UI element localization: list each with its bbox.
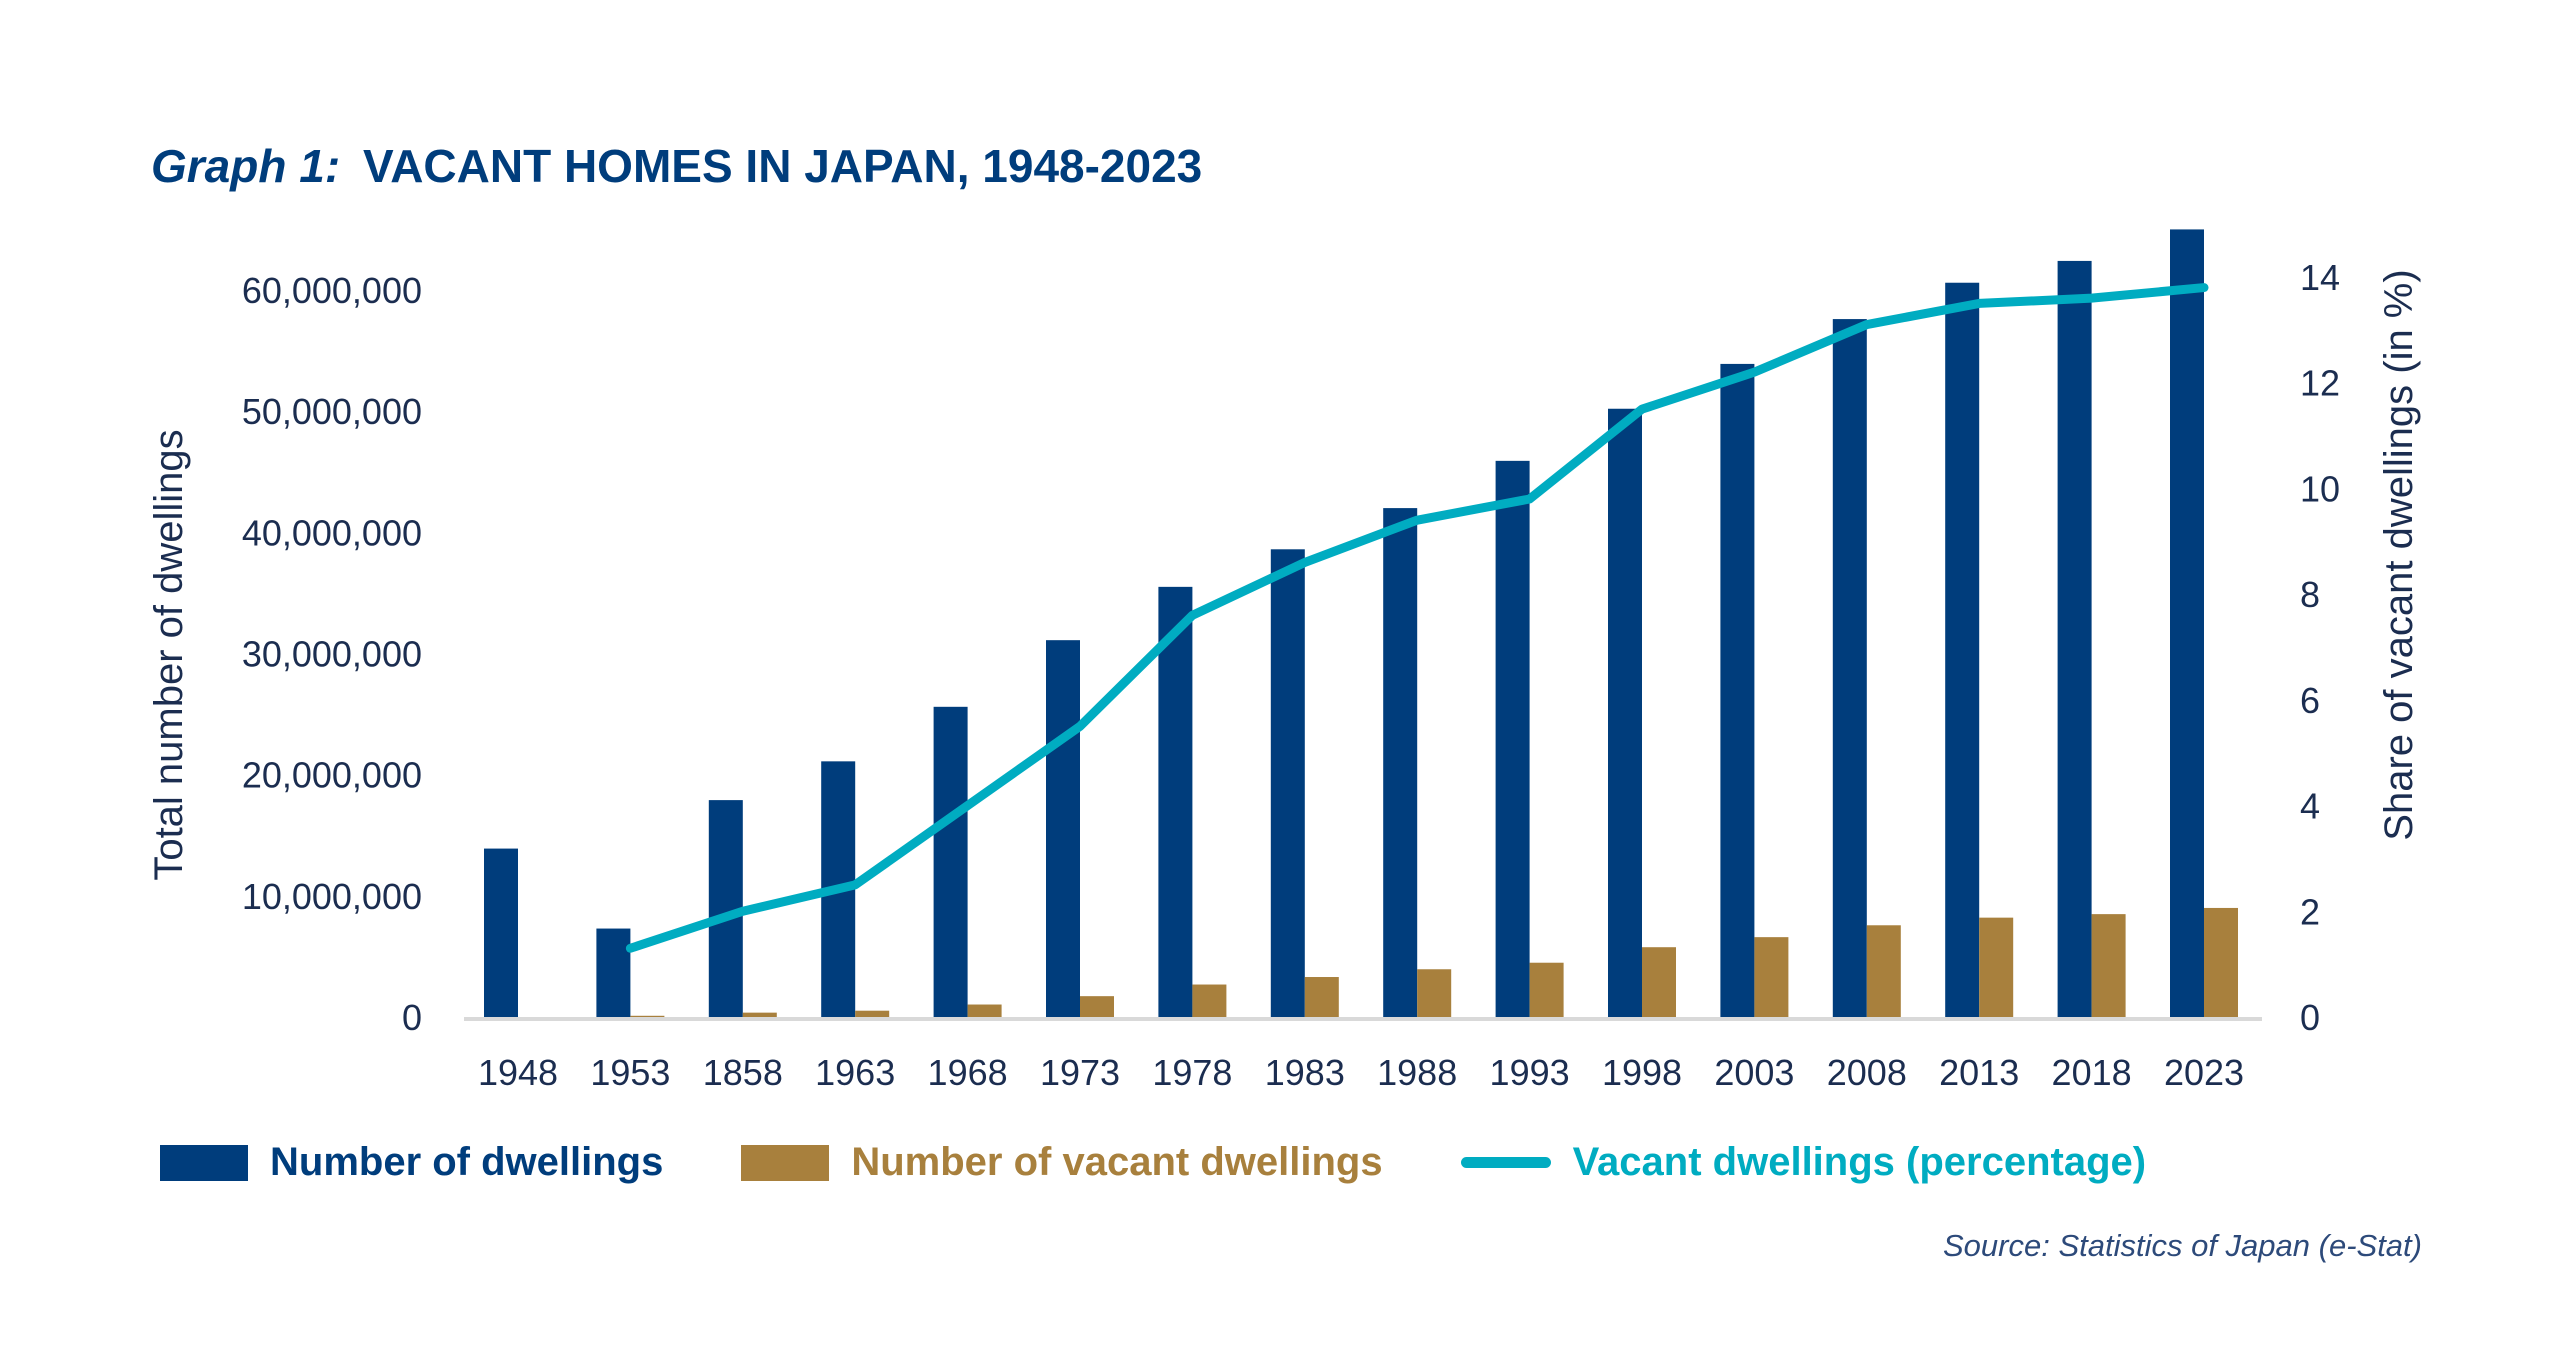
x-tick-label: 1858 bbox=[703, 1052, 783, 1093]
bar-dwellings bbox=[1720, 363, 1755, 1018]
bar-vacant bbox=[742, 1012, 777, 1017]
y-axis-label: Total number of dwellings bbox=[147, 429, 191, 880]
y2-tick-label: 8 bbox=[2300, 574, 2320, 615]
y-tick-label: 30,000,000 bbox=[242, 634, 422, 675]
y2-tick-label: 0 bbox=[2300, 997, 2320, 1038]
bar-vacant bbox=[967, 1004, 1002, 1017]
y2-tick-label: 4 bbox=[2300, 786, 2320, 827]
x-tick-label: 1948 bbox=[478, 1052, 558, 1093]
legend-label-dwellings: Number of dwellings bbox=[270, 1140, 664, 1184]
bar-vacant bbox=[1304, 977, 1339, 1017]
y2-tick-label: 14 bbox=[2300, 257, 2340, 298]
bar-dwellings bbox=[1832, 319, 1867, 1018]
x-tick-label: 1983 bbox=[1265, 1052, 1345, 1093]
chart-title-text: VACANT HOMES IN JAPAN, 1948-2023 bbox=[363, 140, 1202, 192]
bar-vacant bbox=[630, 1015, 665, 1018]
bar-vacant bbox=[1529, 962, 1564, 1017]
chart-title: Graph 1: VACANT HOMES IN JAPAN, 1948-202… bbox=[151, 140, 1202, 192]
y-tick-label: 10,000,000 bbox=[242, 876, 422, 917]
y2-axis-label: Share of vacant dwellings (in %) bbox=[2377, 269, 2421, 840]
x-tick-label: 1963 bbox=[815, 1052, 895, 1093]
y-tick-label: 40,000,000 bbox=[242, 512, 422, 553]
bar-vacant bbox=[1979, 917, 2014, 1017]
legend: Number of dwellings Number of vacant dwe… bbox=[160, 1140, 2224, 1185]
bar-dwellings bbox=[1383, 508, 1418, 1017]
x-tick-label: 1953 bbox=[590, 1052, 670, 1093]
bar-dwellings bbox=[1158, 586, 1193, 1017]
chart-title-prefix: Graph 1: bbox=[151, 140, 340, 192]
legend-label-percentage: Vacant dwellings (percentage) bbox=[1572, 1140, 2147, 1184]
percentage-line bbox=[625, 283, 2209, 953]
bar-vacant bbox=[1866, 925, 1901, 1017]
bar-vacant bbox=[1080, 996, 1114, 1017]
x-tick-label: 2008 bbox=[1827, 1052, 1907, 1093]
y2-tick-label: 6 bbox=[2300, 680, 2320, 721]
bar-dwellings bbox=[1495, 460, 1530, 1018]
bars bbox=[484, 229, 2238, 1018]
bar-dwellings bbox=[1608, 408, 1642, 1017]
bar-dwellings bbox=[1270, 549, 1305, 1017]
x-tick-label: 2013 bbox=[1939, 1052, 2019, 1093]
legend-swatch-percentage bbox=[1460, 1157, 1551, 1168]
bar-dwellings bbox=[2057, 260, 2092, 1017]
legend-swatch-vacant bbox=[741, 1144, 830, 1181]
x-tick-label: 1998 bbox=[1602, 1052, 1682, 1093]
y-tick-label: 60,000,000 bbox=[242, 270, 422, 311]
x-tick-label: 1973 bbox=[1040, 1052, 1120, 1093]
legend-label-vacant: Number of vacant dwellings bbox=[851, 1140, 1383, 1184]
bar-dwellings bbox=[1945, 282, 1980, 1018]
source-note: Source: Statistics of Japan (e-Stat) bbox=[1943, 1228, 2422, 1263]
bar-dwellings bbox=[1046, 640, 1080, 1017]
bar-vacant bbox=[855, 1010, 890, 1017]
y2-tick-label: 2 bbox=[2300, 891, 2320, 932]
x-tick-label: 1988 bbox=[1377, 1052, 1457, 1093]
bar-vacant bbox=[2091, 914, 2126, 1017]
x-tick-label: 2018 bbox=[2052, 1052, 2132, 1093]
y2-axis-ticks: 0 2 4 6 8 10 12 14 bbox=[2300, 257, 2340, 1038]
x-tick-label: 1978 bbox=[1152, 1052, 1232, 1093]
y-tick-label: 50,000,000 bbox=[242, 391, 422, 432]
x-tick-label: 2003 bbox=[1714, 1052, 1794, 1093]
bar-vacant bbox=[1192, 984, 1227, 1017]
bar-dwellings bbox=[596, 928, 631, 1017]
legend-item-dwellings: Number of dwellings bbox=[160, 1140, 663, 1185]
y-tick-label: 20,000,000 bbox=[242, 755, 422, 796]
legend-item-vacant: Number of vacant dwellings bbox=[741, 1140, 1383, 1185]
bar-vacant bbox=[2204, 907, 2238, 1017]
bar-dwellings bbox=[933, 706, 968, 1017]
legend-swatch-dwellings bbox=[160, 1144, 248, 1181]
bar-dwellings bbox=[484, 848, 518, 1017]
x-axis-ticks: 1948 1953 1858 1963 1968 1973 1978 1983 1988 1993… bbox=[478, 1052, 2244, 1093]
legend-item-percentage: Vacant dwellings (percentage) bbox=[1460, 1140, 2147, 1185]
x-tick-label: 1968 bbox=[928, 1052, 1008, 1093]
bar-vacant bbox=[1417, 969, 1452, 1017]
bar-vacant bbox=[1754, 937, 1789, 1017]
bar-vacant bbox=[1642, 947, 1676, 1017]
y2-tick-label: 12 bbox=[2300, 363, 2340, 404]
y2-tick-label: 10 bbox=[2300, 468, 2340, 509]
y-axis-ticks: 0 10,000,000 20,000,000 30,000,000 40,000,00… bbox=[242, 270, 422, 1038]
x-tick-label: 2023 bbox=[2164, 1052, 2244, 1093]
bar-dwellings bbox=[2170, 229, 2204, 1017]
x-tick-label: 1993 bbox=[1490, 1052, 1570, 1093]
y-tick-label: 0 bbox=[402, 997, 422, 1038]
